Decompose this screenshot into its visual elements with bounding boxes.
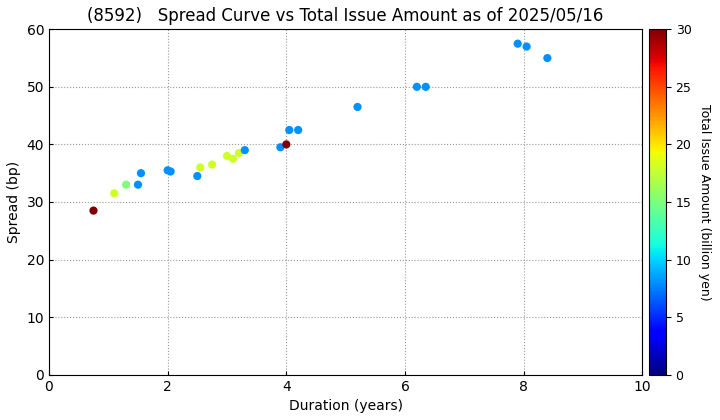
Point (88, 207, 99, 214)
Point (292, 127, 304, 134)
Point (221, 152, 233, 159)
Point (165, 168, 176, 175)
Point (227, 155, 238, 162)
Point (281, 141, 292, 148)
Point (132, 181, 144, 188)
Point (109, 190, 120, 197)
Point (352, 104, 364, 110)
Point (541, 55, 553, 61)
Point (411, 84, 423, 90)
Point (239, 147, 251, 154)
Title: (8592)   Spread Curve vs Total Issue Amount as of 2025/05/16: (8592) Spread Curve vs Total Issue Amoun… (87, 7, 604, 25)
Point (274, 144, 286, 151)
Y-axis label: Total Issue Amount (billion yen): Total Issue Amount (billion yen) (698, 104, 711, 300)
Point (512, 40, 523, 47)
X-axis label: Duration (years): Duration (years) (289, 399, 402, 413)
Point (135, 170, 147, 176)
Point (233, 150, 245, 156)
Point (521, 43, 532, 50)
Y-axis label: Spread (bp): Spread (bp) (7, 161, 21, 243)
Point (207, 161, 218, 168)
Point (194, 164, 206, 171)
Point (192, 173, 203, 179)
Point (120, 181, 132, 188)
Point (420, 84, 431, 90)
Point (284, 127, 295, 134)
Point (162, 167, 174, 173)
